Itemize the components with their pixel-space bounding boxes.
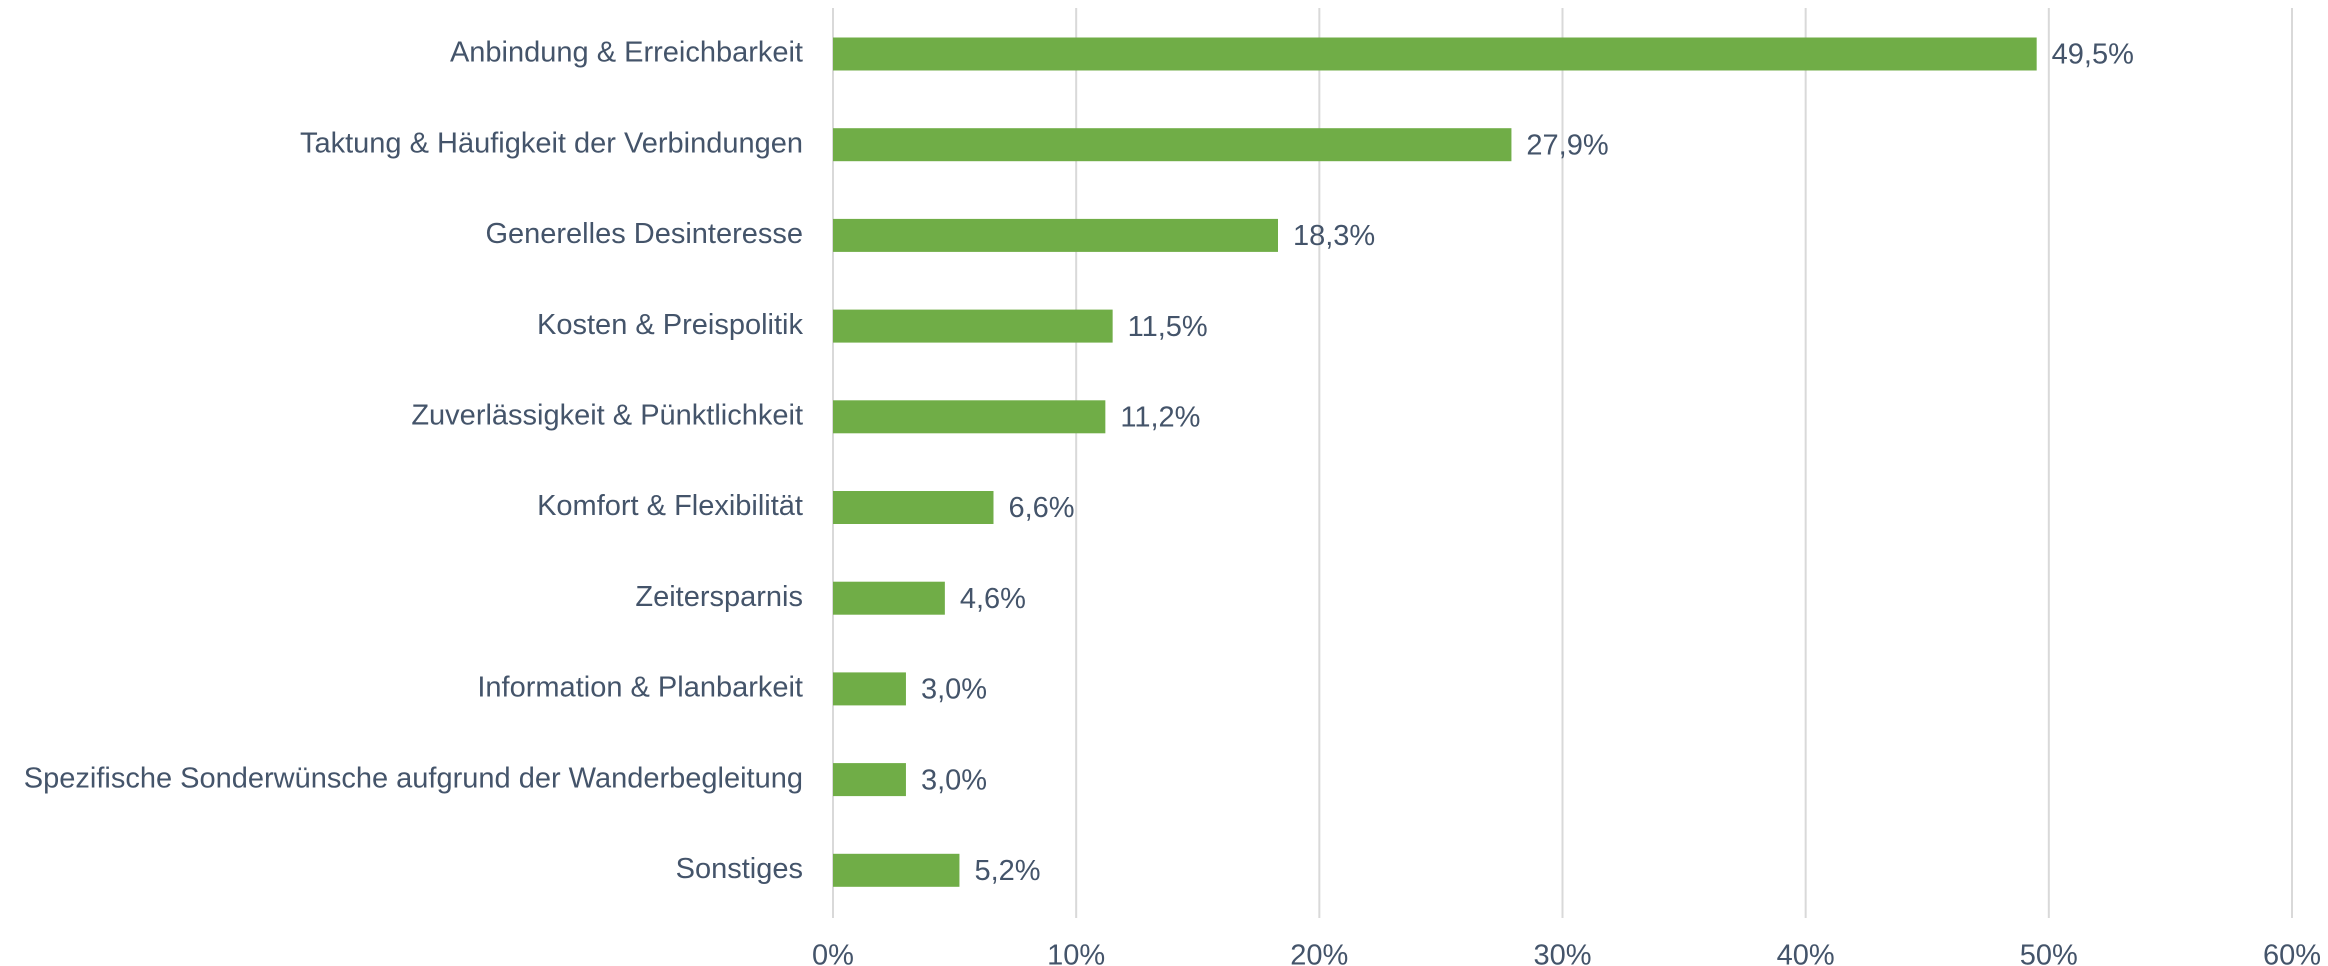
x-tick-label: 40% — [1777, 940, 1835, 966]
y-tick-label: Information & Planbarkeit — [477, 672, 803, 704]
x-tick-label: 0% — [812, 940, 854, 966]
value-label: 5,2% — [974, 855, 1040, 887]
value-label: 11,5% — [1128, 311, 1208, 343]
bar — [833, 37, 2037, 71]
bar — [833, 491, 994, 524]
value-label: 27,9% — [1526, 129, 1608, 161]
x-tick-label: 50% — [2020, 940, 2078, 966]
y-tick-label: Taktung & Häufigkeit der Verbindungen — [300, 127, 803, 159]
bar — [833, 581, 945, 615]
bar — [833, 763, 906, 797]
x-tick-label: 20% — [1290, 940, 1348, 966]
bar — [833, 400, 1106, 434]
bar — [833, 672, 906, 706]
value-label: 18,3% — [1293, 220, 1375, 252]
y-tick-label: Zuverlässigkeit & Pünktlichkeit — [411, 399, 803, 431]
bar — [833, 218, 1278, 252]
x-tick-label: 10% — [1047, 940, 1105, 966]
y-tick-label: Sonstiges — [676, 853, 803, 885]
bar — [833, 309, 1113, 343]
value-label: 11,2% — [1120, 401, 1200, 433]
y-tick-label: Zeitersparnis — [635, 581, 803, 613]
value-label: 3,0% — [921, 674, 987, 706]
y-tick-label: Generelles Desinteresse — [485, 218, 803, 250]
y-tick-label: Anbindung & Erreichbarkeit — [450, 37, 803, 69]
value-label: 6,6% — [1008, 492, 1074, 524]
bar — [833, 128, 1512, 162]
value-label: 4,6% — [960, 583, 1026, 615]
x-tick-label: 30% — [1533, 940, 1591, 966]
y-tick-label: Komfort & Flexibilität — [537, 490, 803, 522]
bar — [833, 853, 960, 887]
y-tick-label: Spezifische Sonderwünsche aufgrund der W… — [24, 762, 803, 794]
x-tick-label: 60% — [2263, 940, 2321, 966]
y-tick-label: Kosten & Preispolitik — [537, 309, 803, 341]
value-label: 49,5% — [2052, 39, 2134, 71]
value-label: 3,0% — [921, 764, 987, 796]
